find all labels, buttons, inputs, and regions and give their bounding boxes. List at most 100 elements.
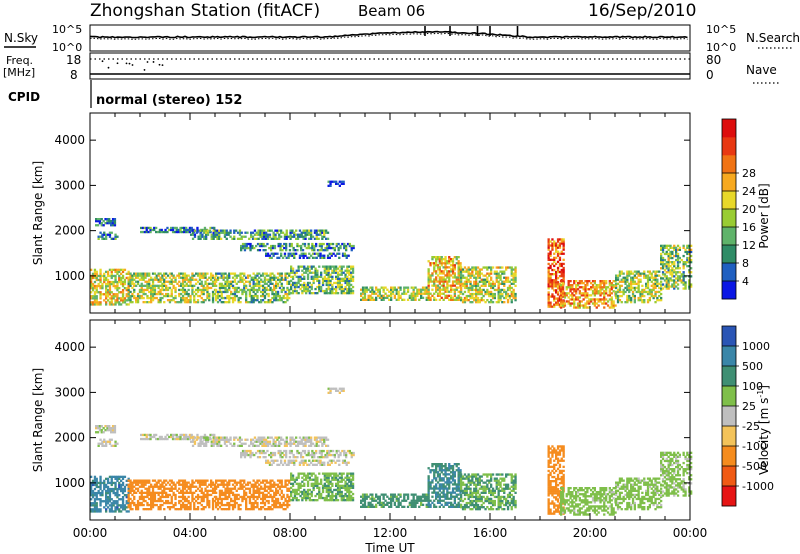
echo-cell	[93, 477, 97, 480]
echo-cell	[558, 295, 562, 298]
echo-cell	[313, 237, 317, 240]
echo-cell	[159, 301, 162, 304]
echo-cell	[467, 288, 470, 292]
echo-cell	[260, 274, 263, 277]
echo-cell	[560, 300, 563, 303]
echo-cell	[277, 449, 280, 453]
echo-cell	[597, 298, 600, 301]
echo-cell	[429, 280, 432, 283]
echo-cell	[603, 298, 606, 301]
echo-cell	[658, 274, 661, 277]
echo-cell	[248, 282, 252, 285]
echo-cell	[165, 491, 168, 494]
echo-cell	[465, 294, 468, 298]
echo-cell	[265, 444, 268, 447]
echo-cell	[243, 456, 247, 459]
echo-cell	[338, 180, 341, 183]
echo-cell	[338, 252, 341, 255]
echo-cell	[553, 252, 556, 255]
echo-cell	[114, 475, 117, 478]
echo-cell	[328, 244, 331, 248]
echo-cell	[478, 272, 481, 275]
echo-cell	[682, 271, 685, 274]
echo-cell	[99, 498, 102, 501]
echo-cell	[100, 224, 103, 227]
echo-cell	[314, 271, 317, 274]
echo-cell	[323, 229, 326, 232]
echo-cell	[283, 237, 287, 240]
echo-cell	[648, 299, 651, 302]
echo-cell	[425, 290, 428, 293]
echo-cell	[556, 297, 560, 300]
echo-cell	[155, 481, 158, 484]
echo-cell	[150, 288, 153, 292]
echo-cell	[514, 266, 517, 269]
echo-cell	[301, 456, 305, 459]
echo-cell	[108, 489, 112, 493]
echo-cell	[460, 272, 463, 275]
echo-cell	[578, 292, 581, 295]
echo-cell	[293, 273, 297, 276]
echo-cell	[321, 283, 325, 287]
echo-cell	[571, 288, 574, 291]
echo-cell	[347, 461, 350, 464]
echo-cell	[180, 491, 183, 494]
echo-cell	[159, 284, 162, 287]
echo-cell	[399, 296, 402, 299]
echo-cell	[129, 276, 132, 279]
echo-cell	[163, 284, 166, 287]
echo-cell	[172, 503, 175, 507]
echo-cell	[149, 230, 152, 234]
echo-cell	[510, 266, 513, 269]
echo-cell	[250, 233, 253, 236]
echo-cell	[573, 280, 576, 283]
echo-cell	[603, 302, 606, 305]
echo-cell	[605, 298, 608, 301]
echo-cell	[198, 495, 202, 499]
echo-cell	[131, 294, 134, 298]
echo-cell	[335, 242, 338, 246]
echo-cell	[189, 508, 192, 511]
echo-cell	[306, 231, 309, 234]
echo-cell	[261, 284, 265, 287]
echo-cell	[135, 506, 138, 509]
echo-cell	[327, 292, 330, 295]
echo-cell	[547, 279, 550, 282]
echo-cell	[688, 256, 691, 260]
echo-cell	[648, 292, 651, 296]
echo-cell	[560, 273, 563, 276]
nave-point	[125, 62, 128, 65]
echo-cell	[582, 306, 585, 309]
echo-cell	[320, 449, 323, 453]
echo-cell	[180, 503, 183, 507]
echo-cell	[433, 270, 436, 273]
echo-cell	[202, 299, 205, 302]
echo-cell	[208, 229, 212, 232]
echo-cell	[235, 274, 238, 277]
echo-cell	[501, 270, 504, 273]
echo-cell	[365, 288, 368, 291]
echo-cell	[275, 292, 278, 296]
echo-cell	[555, 244, 558, 247]
echo-cell	[135, 299, 138, 302]
echo-cell	[181, 481, 185, 484]
echo-cell	[678, 277, 681, 280]
echo-cell	[427, 282, 430, 285]
echo-cell	[163, 501, 166, 505]
echo-cell	[236, 231, 240, 234]
echo-cell	[248, 274, 252, 277]
echo-cell	[584, 296, 587, 299]
echo-cell	[367, 298, 370, 301]
echo-cell	[339, 244, 342, 248]
echo-cell	[551, 295, 554, 298]
echo-cell	[201, 436, 204, 439]
echo-cell	[133, 495, 136, 499]
echo-cell	[495, 301, 498, 304]
echo-cell	[199, 438, 202, 441]
echo-cell	[284, 290, 287, 294]
echo-cell	[149, 433, 152, 437]
echo-cell	[675, 271, 678, 274]
echo-cell	[121, 487, 125, 491]
echo-cell	[290, 283, 293, 287]
echo-cell	[279, 249, 282, 252]
